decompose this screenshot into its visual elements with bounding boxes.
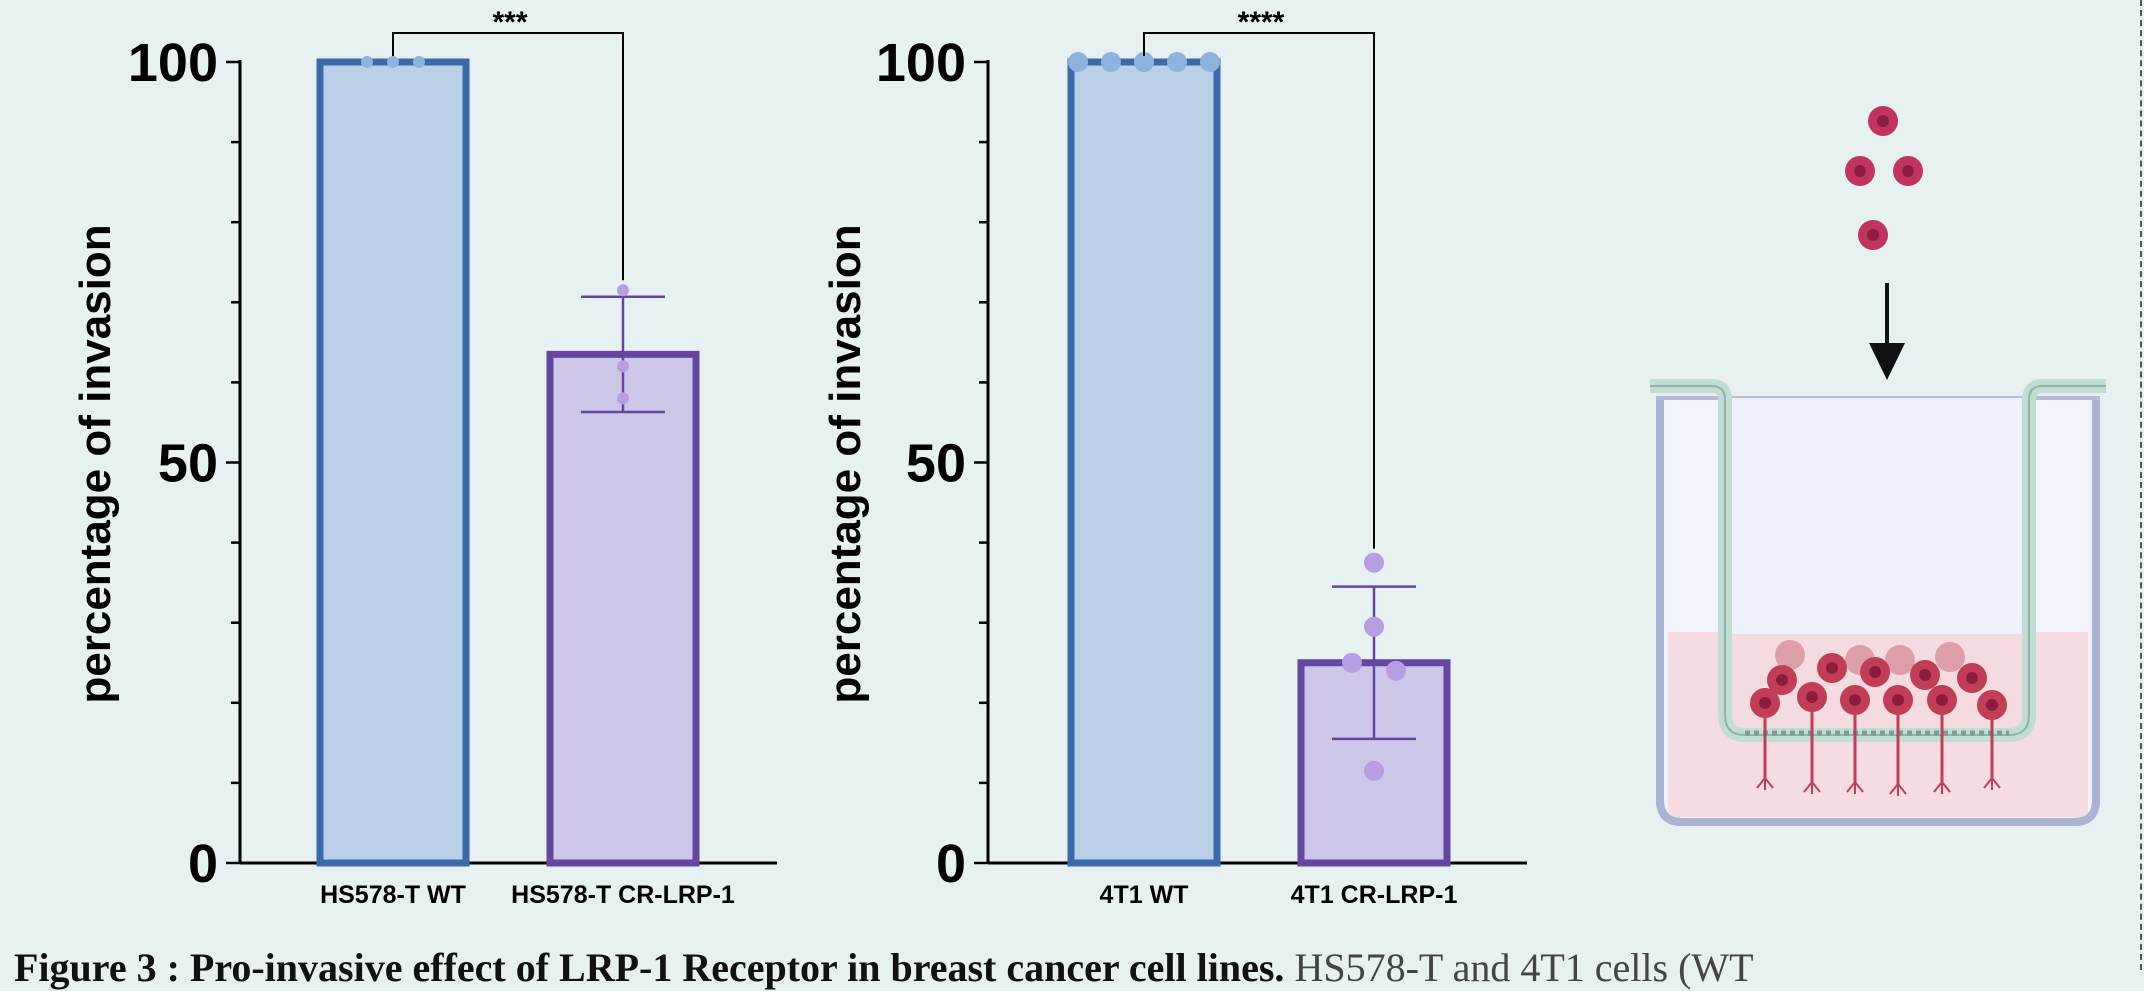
- data-point: [617, 284, 629, 297]
- data-point: [361, 56, 373, 68]
- invading-cells-icon: [1750, 640, 2007, 796]
- data-point: [1134, 52, 1154, 72]
- bar: [316, 58, 470, 867]
- data-point: [1068, 52, 1088, 72]
- data-point: [1364, 760, 1384, 781]
- bar: [1067, 58, 1221, 867]
- y-tick-label: 50: [906, 434, 966, 494]
- x-tick-label: HS578-T CR-LRP-1: [511, 881, 735, 909]
- chart-4t1: 0 50 100 percentage of invasion 4T1 WT 4T1 CR…: [821, 6, 1527, 909]
- data-point: [1364, 552, 1384, 573]
- data-point: [413, 56, 425, 68]
- y-tick-label: 0: [936, 834, 966, 894]
- y-tick-label: 100: [128, 33, 218, 93]
- significance-bracket: [392, 32, 624, 281]
- chart-hs578t: 0 50 100 percentage of invasion HS578-T WT HS…: [71, 6, 777, 909]
- panel-border: [2140, 0, 2142, 970]
- transwell-invasion-illustration: [1650, 106, 2106, 826]
- significance-label: ***: [492, 6, 527, 39]
- x-tick-label: HS578-T WT: [320, 881, 466, 909]
- down-arrow-icon: [1869, 283, 1905, 380]
- significance-bracket: [1143, 32, 1375, 549]
- caption-title: Figure 3 : Pro-invasive effect of LRP-1 …: [14, 945, 1285, 990]
- caption-text: HS578-T and 4T1 cells (WT: [1284, 945, 1754, 990]
- x-tick-label: 4T1 CR-LRP-1: [1291, 881, 1458, 909]
- data-point: [617, 360, 629, 373]
- data-point: [1200, 52, 1220, 72]
- data-point: [1364, 616, 1384, 637]
- migrating-cells-icon: [1845, 106, 1923, 250]
- y-axis-label: percentage of invasion: [71, 224, 120, 703]
- significance-label: ****: [1238, 6, 1285, 39]
- figure-caption: Figure 3 : Pro-invasive effect of LRP-1 …: [14, 944, 2134, 991]
- y-axis-label: percentage of invasion: [821, 224, 870, 703]
- y-tick-label: 50: [158, 434, 218, 494]
- data-point: [617, 392, 629, 405]
- y-tick-label: 100: [876, 33, 966, 93]
- data-point: [1386, 660, 1406, 681]
- data-point: [1167, 52, 1187, 72]
- data-point: [387, 56, 399, 68]
- data-point: [1342, 652, 1362, 673]
- figure-canvas: 0 50 100 percentage of invasion HS578-T WT HS…: [71, 6, 2106, 909]
- bar: [546, 350, 700, 867]
- x-tick-label: 4T1 WT: [1100, 881, 1189, 909]
- y-tick-label: 0: [188, 834, 218, 894]
- data-point: [1101, 52, 1121, 72]
